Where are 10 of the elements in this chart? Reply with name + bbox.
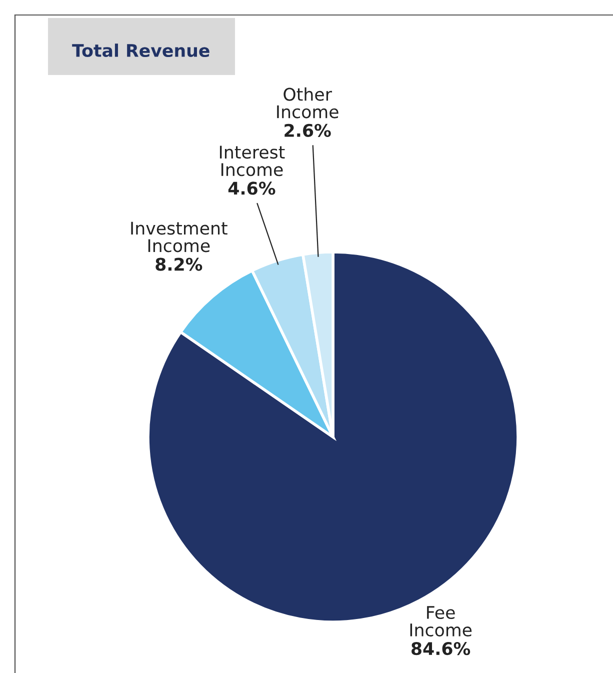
data-label: 2.6% <box>284 124 331 137</box>
data-label: 84.6% <box>412 642 470 656</box>
pie-slice <box>146 250 520 624</box>
slice-label: Other Income <box>277 87 338 118</box>
data-label: 4.6% <box>228 182 276 195</box>
data-label: 8.2% <box>156 258 202 271</box>
slice-label: Interest Income <box>220 146 285 176</box>
chart-title: Total Revenue <box>72 44 210 58</box>
slice-label: Fee Income <box>410 606 472 636</box>
slice-label: Investment Income <box>131 222 228 252</box>
